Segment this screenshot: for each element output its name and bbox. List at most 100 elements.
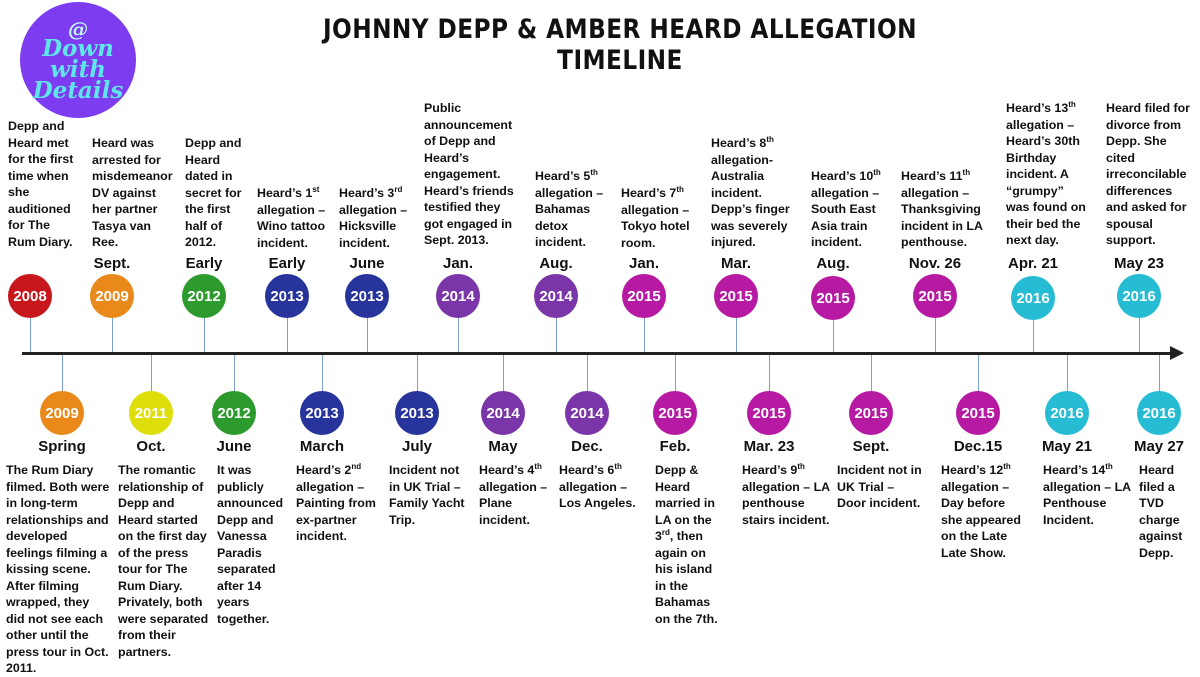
ordinal-suffix: th	[590, 167, 598, 177]
event-description-text: Public announcement of Depp and Heard’s …	[424, 101, 514, 247]
event-description-text-after: allegation – LA Penthouse Incident.	[1043, 479, 1131, 527]
year-circle: 2012	[212, 391, 256, 435]
timeline-connector	[458, 318, 459, 352]
event-description: The romantic relationship of Depp and He…	[118, 462, 210, 660]
event-description: Heard’s 6th allegation – Los Angeles.	[559, 462, 637, 512]
logo-line-1: Down	[42, 34, 114, 62]
event-date: March	[299, 438, 345, 455]
event-date: Jan.	[628, 255, 659, 272]
timeline-connector	[62, 355, 63, 391]
event-description-text: Heard’s 14	[1043, 463, 1106, 477]
ordinal-suffix: th	[1105, 461, 1113, 471]
timeline-connector	[151, 355, 152, 391]
event-description-text-after: allegation – South East Asia train incid…	[811, 185, 880, 250]
year-circle: 2015	[956, 391, 1000, 435]
year-circle: 2015	[913, 274, 957, 318]
timeline-connector	[367, 318, 368, 352]
timeline-connector	[1067, 355, 1068, 391]
year-circle: 2013	[395, 391, 439, 435]
ordinal-suffix: th	[873, 167, 881, 177]
year-circle: 2016	[1137, 391, 1181, 435]
event-description: Public announcement of Depp and Heard’s …	[424, 100, 520, 249]
event-description: Depp and Heard met for the first time wh…	[8, 118, 78, 250]
event-description-text: Heard’s 11	[901, 169, 963, 183]
timeline-connector	[322, 355, 323, 391]
event-description-text: Heard’s 5	[535, 169, 591, 183]
event-date: June	[216, 438, 252, 455]
ordinal-suffix: st	[312, 184, 320, 194]
event-date: Nov. 26	[908, 255, 962, 272]
timeline-connector	[1033, 320, 1034, 352]
event-description-text: Depp and Heard dated in secret for the f…	[185, 136, 242, 249]
year-circle: 2015	[849, 391, 893, 435]
event-description-text: Depp and Heard met for the first time wh…	[8, 119, 74, 249]
event-description-text: The Rum Diary filmed. Both were in long-…	[6, 463, 110, 675]
event-date: Mar. 23	[743, 438, 795, 455]
event-date: Sept.	[93, 255, 131, 272]
event-description-text-after: allegation – Heard’s 30th Birthday incid…	[1006, 117, 1086, 248]
event-description-text: Heard’s 1	[257, 186, 313, 200]
event-date: Early	[185, 255, 223, 272]
timeline-connector	[675, 355, 676, 391]
year-circle: 2015	[747, 391, 791, 435]
timeline-connector	[112, 318, 113, 352]
logo-line-2: with	[50, 55, 106, 83]
timeline-connector	[736, 318, 737, 352]
page-title: JOHNNY DEPP & AMBER HEARD ALLEGATION TIM…	[322, 14, 918, 76]
event-date: Feb.	[659, 438, 691, 455]
timeline-connector	[833, 320, 834, 352]
event-description: Heard’s 4th allegation – Plane incident.	[479, 462, 557, 528]
timeline-connector	[30, 318, 31, 352]
event-date: May	[488, 438, 518, 455]
event-date: June	[349, 255, 385, 272]
event-description-text-after: allegation – Hicksville incident.	[339, 202, 408, 250]
event-date: Spring	[38, 438, 86, 455]
event-description: Incident not in UK Trial – Family Yacht …	[389, 462, 471, 528]
event-description: Heard’s 8th allegation- Australia incide…	[711, 135, 791, 251]
event-date: Aug.	[539, 255, 573, 272]
year-circle: 2015	[622, 274, 666, 318]
event-description-text: Heard was arrested for misdemeanor DV ag…	[92, 136, 173, 249]
timeline-connector	[644, 318, 645, 352]
ordinal-suffix: th	[1003, 461, 1011, 471]
year-circle: 2015	[653, 391, 697, 435]
ordinal-suffix: th	[534, 461, 542, 471]
timeline-connector	[587, 355, 588, 391]
timeline-connector	[417, 355, 418, 391]
ordinal-suffix: th	[676, 184, 684, 194]
event-description-text: Heard’s 13	[1006, 101, 1069, 115]
year-circle: 2015	[714, 274, 758, 318]
event-description-text: Heard’s 2	[296, 463, 352, 477]
year-circle: 2014	[436, 274, 480, 318]
logo-line-3: Details	[32, 76, 124, 104]
event-description: Heard’s 7th allegation – Tokyo hotel roo…	[621, 185, 701, 251]
timeline-arrow-icon	[1170, 346, 1184, 360]
timeline-connector	[769, 355, 770, 391]
event-description-text-after: allegation – Painting from ex-partner in…	[296, 479, 376, 544]
event-date: Early	[268, 255, 306, 272]
event-date: Dec.	[571, 438, 603, 455]
ordinal-suffix: th	[797, 461, 805, 471]
event-description: Heard’s 12th allegation – Day before she…	[941, 462, 1029, 561]
event-description-text: Heard’s 8	[711, 136, 767, 150]
event-date: Mar.	[720, 255, 751, 272]
event-description-text-after: allegation- Australia incident. Depp’s f…	[711, 152, 790, 250]
event-description: Heard’s 1st allegation – Wino tattoo inc…	[257, 185, 337, 251]
event-description: Heard’s 13th allegation – Heard’s 30th B…	[1006, 100, 1088, 249]
year-circle: 2014	[565, 391, 609, 435]
event-description-text: Depp & Heard married in LA on the 3	[655, 463, 715, 543]
event-description: Heard’s 11th allegation – Thanksgiving i…	[901, 168, 983, 251]
logo: @ Down with Details	[20, 2, 136, 118]
event-date: May 23	[1113, 255, 1165, 272]
event-date: May 27	[1133, 438, 1185, 455]
event-description: Heard’s 5th allegation – Bahamas detox i…	[535, 168, 605, 251]
year-circle: 2013	[345, 274, 389, 318]
event-description-text-after: allegation – Tokyo hotel room.	[621, 202, 690, 250]
event-description-text: Heard’s 10	[811, 169, 874, 183]
ordinal-suffix: nd	[351, 461, 362, 471]
event-date: Sept.	[852, 438, 890, 455]
event-description-text-after: allegation – LA penthouse stairs inciden…	[742, 479, 830, 527]
event-date: Dec.15	[953, 438, 1003, 455]
event-date: Apr. 21	[1007, 255, 1059, 272]
event-description-text: Incident not in UK Trial – Family Yacht …	[389, 463, 465, 527]
